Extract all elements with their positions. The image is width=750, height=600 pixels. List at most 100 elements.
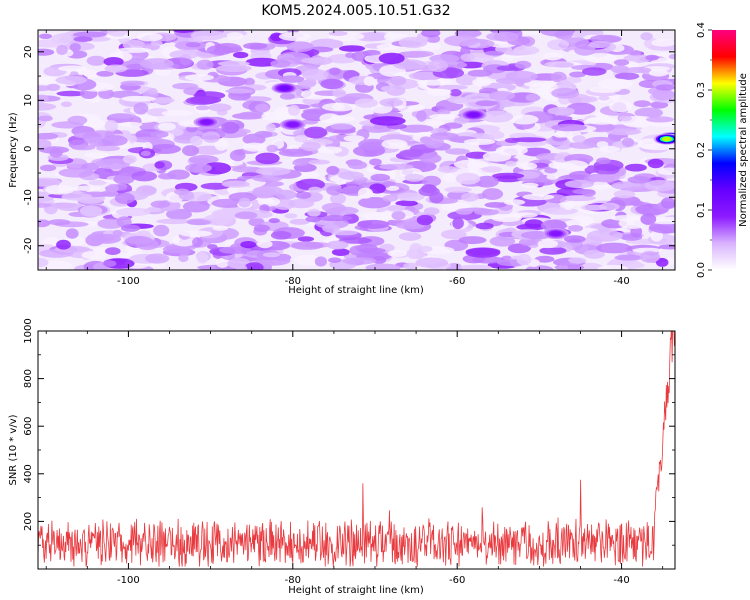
- heatmap-y-axis: -20 -10 0 10 20: [23, 45, 675, 271]
- heatmap-cell: [551, 87, 580, 99]
- heatmap-cell: [561, 160, 589, 171]
- heatmap-cell: [308, 186, 322, 194]
- heatmap-cell: [406, 248, 420, 259]
- heatmap-cell: [330, 192, 346, 205]
- heatmap-cell: [120, 224, 141, 232]
- heatmap-cell: [644, 180, 675, 192]
- heatmap-cell: [563, 201, 574, 211]
- heatmap-cell: [86, 55, 106, 66]
- heatmap-cell: [425, 120, 444, 126]
- heatmap-cell: [328, 67, 341, 76]
- heatmap-cell: [118, 121, 143, 127]
- heatmap-cell: [338, 171, 364, 180]
- heatmap-cell: [185, 96, 218, 105]
- heatmap-cell: [38, 191, 55, 203]
- heatmap-cell: [550, 71, 567, 83]
- heatmap-cell: [38, 33, 53, 39]
- heatmap-cell: [481, 166, 503, 173]
- y-tick-label: 400: [23, 464, 34, 483]
- heatmap-y-axis-label: Frequency (Hz): [8, 112, 19, 188]
- heatmap-cell: [507, 243, 531, 254]
- heatmap-cell: [512, 137, 547, 143]
- heatmap-cell: [585, 116, 619, 125]
- heatmap-cell: [387, 250, 408, 257]
- y-tick-label: 600: [23, 417, 34, 436]
- heatmap-cell: [270, 231, 292, 240]
- heatmap-cell: [472, 78, 492, 87]
- heatmap-cell: [38, 115, 53, 122]
- heatmap-cell: [214, 138, 229, 151]
- heatmap-x-axis-label: Height of straight line (km): [288, 285, 424, 296]
- heatmap-cell: [88, 180, 107, 186]
- heatmap-cell: [492, 172, 525, 179]
- heatmap-cell: [278, 32, 311, 41]
- heatmap-cell: [206, 45, 233, 56]
- heatmap-cell: [379, 98, 404, 107]
- heatmap-cell: [278, 148, 313, 157]
- heatmap-cell: [369, 158, 382, 166]
- heatmap-cell: [544, 167, 558, 174]
- heatmap-cell: [190, 135, 203, 147]
- heatmap-cell: [38, 102, 57, 111]
- heatmap-cell: [58, 168, 94, 178]
- colorbar-axis: 0.0 0.1 0.2 0.3 0.4: [696, 22, 712, 278]
- heatmap-cell: [548, 161, 567, 169]
- heatmap-cell: [150, 130, 169, 138]
- heatmap-cell: [513, 45, 540, 55]
- snr-x-axis: -100 -80 -60 -40: [45, 331, 664, 586]
- heatmap-cell: [444, 35, 479, 47]
- heatmap-cell: [626, 49, 642, 56]
- snr-y-axis-label: SNR (10 * v/v): [8, 414, 19, 485]
- heatmap-cell: [564, 235, 586, 243]
- heatmap-cell: [91, 233, 122, 244]
- heatmap-cell: [648, 221, 675, 234]
- heatmap-cell: [270, 59, 291, 68]
- heatmap-cell: [255, 152, 280, 164]
- heatmap-cell: [384, 32, 398, 41]
- heatmap-cell: [354, 32, 388, 42]
- heatmap-cell: [416, 79, 451, 86]
- heatmap-cell: [216, 64, 252, 73]
- heatmap-cell: [422, 175, 441, 187]
- colorbar-tick-label: 0.3: [696, 82, 707, 98]
- heatmap-cell: [233, 51, 249, 59]
- heatmap-cell: [292, 159, 309, 167]
- heatmap-cell: [522, 193, 555, 201]
- snr-y-axis: 200 400 600 800 1000: [23, 318, 675, 570]
- heatmap-cell: [378, 52, 405, 65]
- heatmap-cell: [504, 137, 521, 143]
- heatmap-hotspot: [193, 116, 220, 128]
- heatmap-cell: [179, 230, 213, 237]
- heatmap-cell: [363, 76, 376, 87]
- heatmap-hotspot: [653, 133, 675, 145]
- heatmap-cell: [474, 208, 499, 216]
- heatmap-cell: [171, 128, 184, 136]
- heatmap-cell: [239, 111, 264, 117]
- heatmap-cell: [630, 200, 644, 207]
- heatmap-cell: [568, 141, 597, 149]
- heatmap-cell: [614, 254, 644, 261]
- heatmap-cell: [386, 204, 405, 212]
- heatmap-cell: [491, 214, 522, 222]
- heatmap-cell: [116, 47, 152, 53]
- heatmap-cell: [455, 172, 481, 185]
- heatmap-cell: [105, 247, 121, 256]
- heatmap-cell: [395, 200, 419, 207]
- heatmap-cell: [379, 163, 414, 170]
- heatmap-cell: [370, 173, 391, 182]
- heatmap-cell: [627, 176, 651, 184]
- heatmap-cell: [347, 160, 368, 170]
- heatmap-cell: [221, 180, 250, 188]
- heatmap-cell: [69, 43, 81, 52]
- heatmap-cell: [136, 32, 163, 42]
- heatmap-cell: [399, 124, 434, 133]
- heatmap-cell: [268, 218, 280, 224]
- heatmap-cell: [301, 90, 315, 99]
- heatmap-cell: [61, 192, 93, 201]
- heatmap-cell: [295, 191, 312, 199]
- heatmap-cell: [536, 89, 550, 96]
- y-tick-label: 20: [23, 45, 34, 58]
- heatmap-cell: [288, 198, 315, 209]
- heatmap-cell: [514, 60, 532, 69]
- heatmap-cell: [265, 123, 276, 132]
